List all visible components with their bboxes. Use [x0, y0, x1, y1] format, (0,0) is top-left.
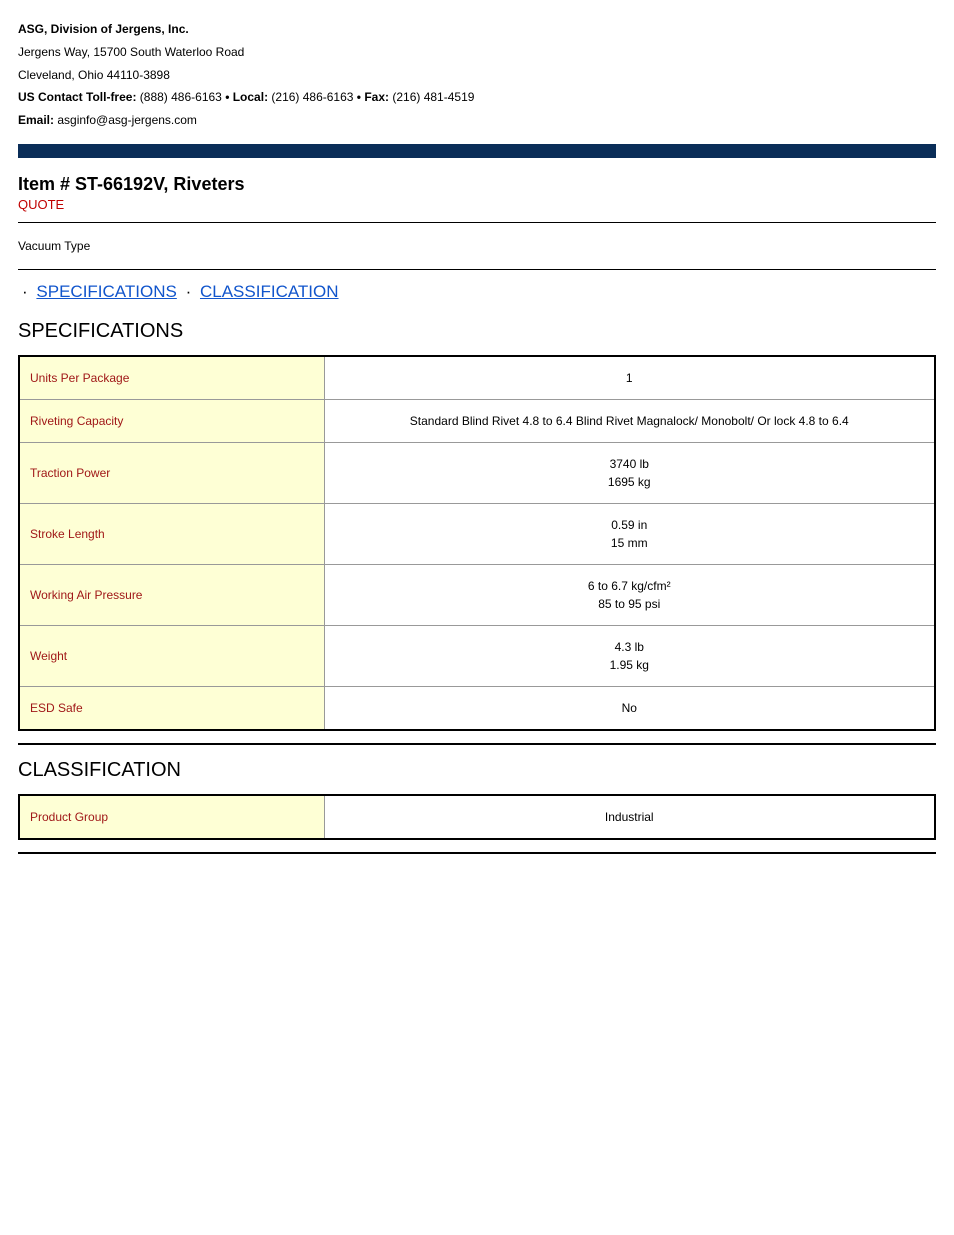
spec-label: Stroke Length [19, 503, 324, 564]
spec-label: Riveting Capacity [19, 399, 324, 442]
specifications-table: Units Per Package 1 Riveting Capacity St… [18, 355, 936, 731]
divider-2 [18, 269, 936, 270]
classification-heading: CLASSIFICATION [18, 759, 936, 782]
email-label: Email: [18, 113, 54, 127]
divider-4 [18, 852, 936, 854]
divider-3 [18, 743, 936, 745]
company-name: ASG, Division of Jergens, Inc. [18, 18, 936, 41]
local-value: (216) 486-6163 [268, 90, 357, 104]
local-label: • Local: [225, 90, 268, 104]
table-row: Working Air Pressure 6 to 6.7 kg/cfm²85 … [19, 564, 935, 625]
item-description: Vacuum Type [18, 239, 936, 253]
section-nav: · SPECIFICATIONS · CLASSIFICATION [18, 282, 936, 302]
nav-dot-1: · [22, 282, 28, 301]
table-row: Product Group Industrial [19, 795, 935, 839]
nav-specifications-link[interactable]: SPECIFICATIONS [36, 282, 176, 301]
class-label: Product Group [19, 795, 324, 839]
table-row: Riveting Capacity Standard Blind Rivet 4… [19, 399, 935, 442]
item-title: Item # ST-66192V, Riveters [18, 174, 936, 195]
spec-label: ESD Safe [19, 686, 324, 730]
navy-divider-bar [18, 144, 936, 158]
table-row: Weight 4.3 lb1.95 kg [19, 625, 935, 686]
class-value: Industrial [324, 795, 935, 839]
spec-value: 1 [324, 356, 935, 400]
divider-1 [18, 222, 936, 223]
table-row: ESD Safe No [19, 686, 935, 730]
phone-line: US Contact Toll-free: (888) 486-6163 • L… [18, 86, 936, 109]
spec-value: Standard Blind Rivet 4.8 to 6.4 Blind Ri… [324, 399, 935, 442]
spec-value: 0.59 in15 mm [324, 503, 935, 564]
tollfree-label: US Contact Toll-free: [18, 90, 136, 104]
fax-value: (216) 481-4519 [389, 90, 474, 104]
spec-value: No [324, 686, 935, 730]
table-row: Units Per Package 1 [19, 356, 935, 400]
spec-label: Working Air Pressure [19, 564, 324, 625]
company-header: ASG, Division of Jergens, Inc. Jergens W… [18, 18, 936, 132]
nav-dot-2: · [186, 282, 192, 301]
spec-value: 4.3 lb1.95 kg [324, 625, 935, 686]
spec-value: 6 to 6.7 kg/cfm²85 to 95 psi [324, 564, 935, 625]
quote-link[interactable]: QUOTE [18, 197, 64, 212]
spec-label: Units Per Package [19, 356, 324, 400]
fax-label: • Fax: [357, 90, 389, 104]
email-value: asginfo@asg-jergens.com [54, 113, 197, 127]
nav-classification-link[interactable]: CLASSIFICATION [200, 282, 339, 301]
table-row: Stroke Length 0.59 in15 mm [19, 503, 935, 564]
table-row: Traction Power 3740 lb1695 kg [19, 442, 935, 503]
spec-label: Weight [19, 625, 324, 686]
address-line-2: Cleveland, Ohio 44110-3898 [18, 64, 936, 87]
email-line: Email: asginfo@asg-jergens.com [18, 109, 936, 132]
specifications-heading: SPECIFICATIONS [18, 320, 936, 343]
address-line-1: Jergens Way, 15700 South Waterloo Road [18, 41, 936, 64]
tollfree-value: (888) 486-6163 [136, 90, 225, 104]
spec-value: 3740 lb1695 kg [324, 442, 935, 503]
spec-label: Traction Power [19, 442, 324, 503]
classification-table: Product Group Industrial [18, 794, 936, 840]
